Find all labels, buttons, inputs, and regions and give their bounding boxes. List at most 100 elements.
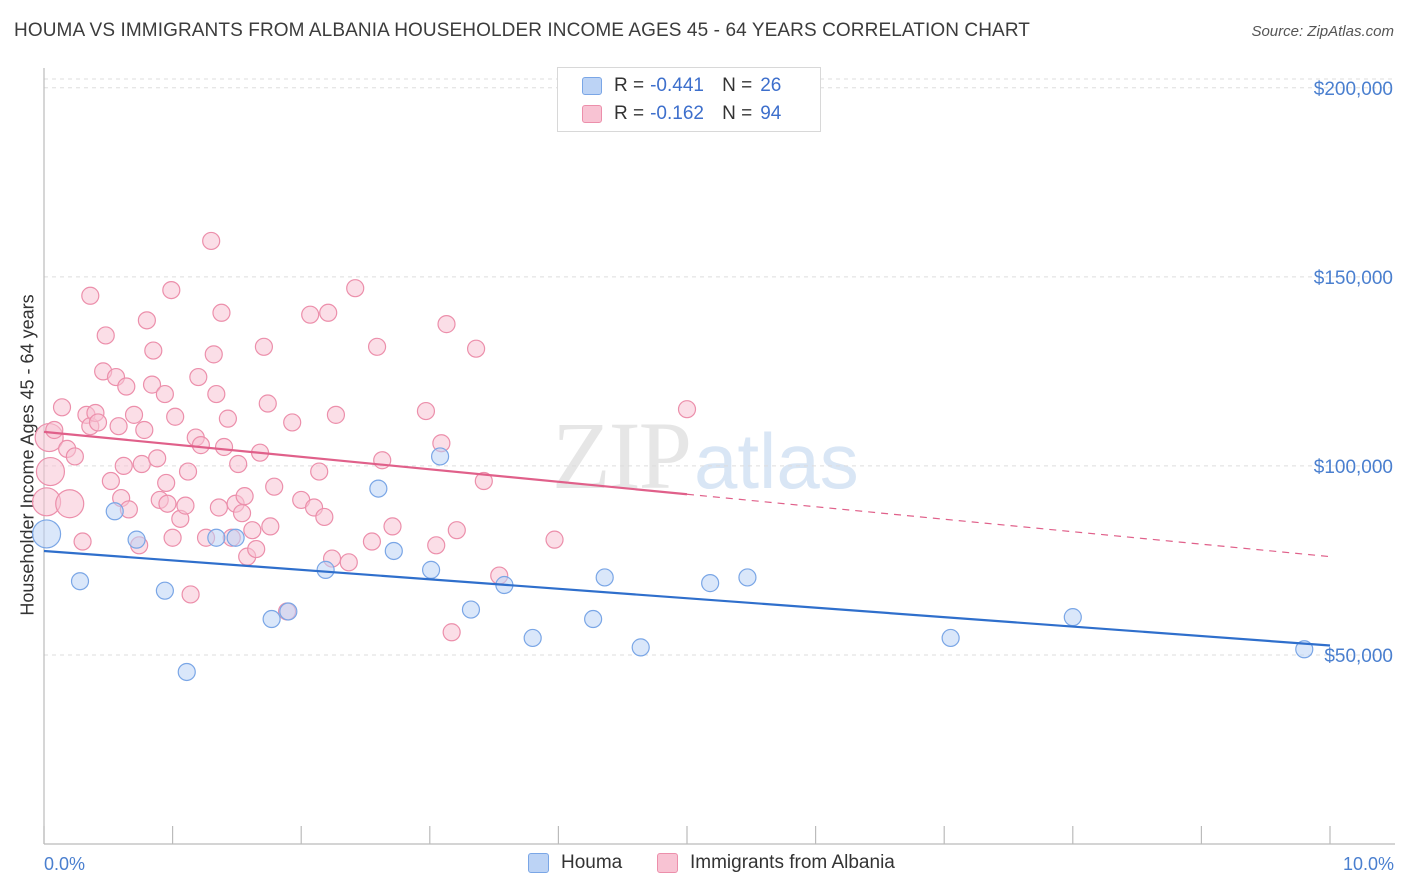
legend-swatch-houma (528, 853, 549, 873)
albania-point (155, 384, 174, 404)
source-label: Source: ZipAtlas.com (1251, 23, 1394, 40)
legend-n-label: N = (722, 75, 753, 96)
albania-point (191, 436, 210, 455)
albania-point (166, 407, 185, 426)
albania-point (144, 341, 163, 360)
albania-point (202, 231, 221, 251)
legend-row-albania: R = -0.162 N = 94 (582, 101, 781, 127)
albania-point (132, 454, 151, 474)
albania-point (96, 326, 115, 345)
albania-point (189, 367, 208, 387)
albania-point (35, 456, 66, 487)
albania-point (158, 494, 177, 513)
albania-point (52, 398, 72, 417)
albania-point (73, 532, 92, 551)
albania-point (346, 279, 365, 298)
albania-point (474, 471, 493, 491)
legend-r-label: R = (614, 103, 645, 124)
albania-point (109, 417, 128, 436)
albania-point (204, 345, 223, 364)
houma-point (461, 600, 481, 619)
albania-point (181, 585, 200, 604)
legend-row-houma: R = -0.441 N = 26 (582, 73, 781, 99)
correlation-legend: R = -0.441 N = 26 R = -0.162 N = 94 (557, 67, 821, 132)
albania-point (176, 496, 195, 515)
albania-point (163, 528, 182, 547)
albania-point (243, 521, 262, 540)
houma-point (127, 530, 146, 549)
albania-point (466, 339, 486, 358)
albania-point (301, 305, 320, 324)
houma-point (701, 574, 720, 593)
legend-n-value: 26 (760, 75, 782, 96)
houma-point (105, 502, 124, 521)
x-tick-label-right: 10.0% (1343, 854, 1394, 874)
houma-point (1063, 608, 1082, 627)
houma-point (941, 628, 960, 648)
albania-point (157, 473, 176, 493)
houma-point (584, 609, 603, 629)
albania-point (101, 471, 120, 491)
y-tick-label: $150,000 (1314, 268, 1393, 289)
houma-point (1295, 640, 1314, 659)
legend-r-value: -0.441 (650, 75, 704, 96)
houma-point (738, 568, 757, 587)
albania-point (214, 437, 234, 457)
albania-point (416, 401, 436, 421)
legend-item-albania[interactable]: Immigrants from Albania (657, 852, 895, 874)
legend-n-value: 94 (760, 103, 782, 124)
albania-trend-line (43, 430, 688, 496)
legend-item-houma[interactable]: Houma (528, 852, 622, 874)
legend-swatch-houma (582, 77, 602, 95)
albania-point (310, 462, 329, 481)
albania-point (265, 477, 284, 496)
albania-point (315, 507, 334, 527)
albania-point (254, 337, 274, 356)
legend-swatch-albania (657, 853, 678, 873)
albania-point (247, 539, 266, 559)
chart-title: HOUMA VS IMMIGRANTS FROM ALBANIA HOUSEHO… (14, 20, 1031, 41)
legend-r-label: R = (614, 75, 645, 96)
albania-point (212, 303, 231, 322)
houma-point (631, 638, 650, 657)
albania-point (232, 504, 252, 523)
albania-point (114, 456, 133, 476)
albania-point (178, 462, 198, 481)
albania-point (135, 420, 154, 440)
houma-point (262, 609, 281, 629)
albania-point (55, 489, 85, 519)
albania-point (124, 405, 144, 424)
albania-point (142, 375, 162, 394)
albania-point (545, 530, 564, 549)
houma-point (430, 447, 450, 466)
houma-point (523, 628, 542, 648)
houma-point (177, 662, 196, 682)
albania-trend-extension (686, 493, 1331, 558)
y-tick-label: $50,000 (1324, 646, 1393, 667)
albania-point (319, 303, 338, 322)
albania-point (261, 517, 280, 536)
albania-point (137, 311, 156, 330)
albania-point (207, 384, 226, 404)
albania-point (209, 498, 228, 517)
legend-n-label: N = (722, 103, 753, 124)
albania-point (326, 405, 346, 424)
legend-label-albania: Immigrants from Albania (690, 852, 895, 873)
y-tick-label: $100,000 (1314, 457, 1393, 478)
y-tick-label: $200,000 (1314, 79, 1393, 100)
albania-point (235, 487, 254, 506)
albania-point (339, 553, 358, 572)
x-tick-label-left: 0.0% (44, 854, 85, 874)
albania-point (677, 400, 697, 419)
albania-point (88, 413, 108, 432)
albania-point (218, 409, 237, 428)
houma-point (369, 479, 388, 498)
legend-label-houma: Houma (561, 852, 623, 873)
houma-point (207, 528, 226, 547)
albania-point (148, 449, 167, 468)
houma-point (316, 560, 335, 579)
albania-point (362, 532, 382, 551)
houma-point (31, 519, 62, 549)
houma-point (595, 568, 614, 587)
houma-point (384, 541, 403, 561)
